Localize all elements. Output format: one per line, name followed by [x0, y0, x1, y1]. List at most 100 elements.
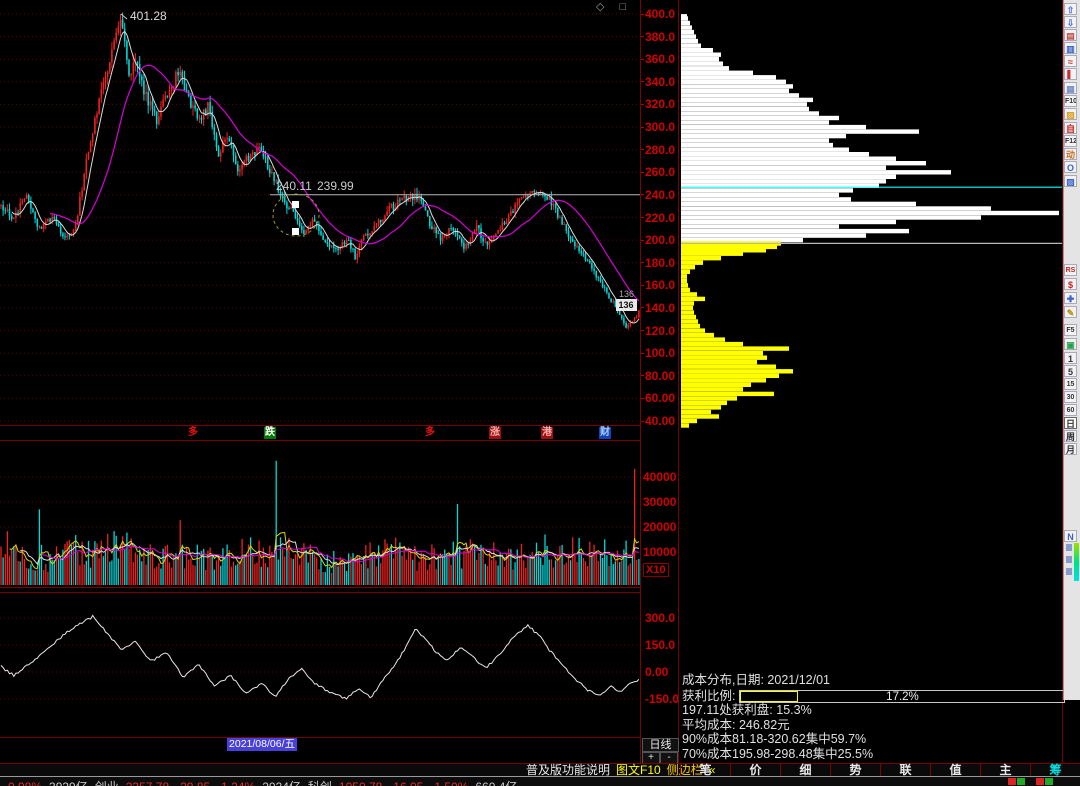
- info-mine-marker[interactable]: 港: [541, 427, 553, 439]
- dynamic-icon[interactable]: 动: [1064, 148, 1077, 160]
- bottom-tab[interactable]: 势: [830, 764, 880, 777]
- price-axis-label: 40.00: [645, 414, 676, 428]
- custom-stock-icon[interactable]: 自: [1064, 122, 1077, 134]
- svg-text:239.99: 239.99: [317, 179, 354, 193]
- ticker-segment: 2357.78: [126, 780, 169, 786]
- period-1min-button[interactable]: 1: [1064, 352, 1077, 364]
- price-axis-label: 340.0: [645, 74, 676, 89]
- f10-icon[interactable]: F10: [1064, 95, 1077, 107]
- info-mine-marker[interactable]: 多: [425, 427, 435, 438]
- move-tool-icon[interactable]: ✚: [1064, 292, 1077, 304]
- page-up-icon[interactable]: ⇧: [1064, 3, 1077, 15]
- price-axis-tick: [640, 81, 644, 83]
- price-axis-label: 360.0: [645, 52, 676, 67]
- f12-icon[interactable]: F12: [1064, 135, 1077, 147]
- price-axis-tick: [640, 262, 644, 264]
- price-axis-tick: [640, 284, 644, 286]
- kline-icon[interactable]: ▌: [1064, 68, 1077, 80]
- period-60min-button[interactable]: 60: [1064, 404, 1077, 416]
- bottom-tab[interactable]: 细: [780, 764, 830, 777]
- price-axis-label: 280.0: [645, 142, 676, 157]
- volume-axis-label: 20000: [643, 520, 677, 534]
- indicator-axis-label: 300.0: [645, 611, 676, 625]
- price-axis-tick: [640, 239, 644, 241]
- bottom-tab[interactable]: 值: [930, 764, 980, 777]
- money-icon[interactable]: $: [1064, 278, 1077, 290]
- mini-period-icon[interactable]: [1066, 556, 1072, 563]
- bottom-tab[interactable]: 价: [730, 764, 780, 777]
- info-mine-marker[interactable]: 涨: [489, 427, 501, 439]
- toolbar-link-2[interactable]: 侧边栏: [666, 763, 703, 777]
- quote-grid-icon[interactable]: ▦: [1064, 82, 1077, 94]
- ticker-segment: -0.98%: [4, 780, 42, 786]
- price-axis-tick: [640, 194, 644, 196]
- hatch-tool-icon[interactable]: ▨: [1064, 175, 1077, 187]
- price-axis-tick: [640, 375, 644, 377]
- cost-distribution-panel[interactable]: [681, 0, 1062, 763]
- price-axis-label: 260.0: [645, 165, 676, 180]
- pane-switch-icons[interactable]: ◇ □: [596, 1, 633, 13]
- mini-period-icon[interactable]: [1066, 568, 1072, 575]
- bottom-tab[interactable]: 联: [880, 764, 930, 777]
- profit-ratio-bar-segment: [740, 690, 799, 702]
- price-axis-label: 140.0: [645, 300, 676, 315]
- indicator-axis-label: 0.00: [645, 665, 669, 679]
- svg-text:240.11: 240.11: [276, 179, 312, 193]
- price-axis-label: 180.0: [645, 255, 676, 270]
- info-mine-marker[interactable]: 财: [599, 427, 611, 439]
- svg-text:401.28: 401.28: [130, 9, 167, 23]
- axis-right-border: [678, 0, 679, 763]
- circle-tool-icon[interactable]: O: [1064, 161, 1077, 173]
- toolbar-link-1[interactable]: 图文F10: [616, 763, 661, 777]
- bottom-toolbar-links: 普及版功能说明 图文F10 侧边栏 «: [526, 764, 715, 777]
- price-axis-label: 240.0: [645, 187, 676, 202]
- price-axis-tick: [640, 13, 644, 15]
- screenshot-icon[interactable]: ▣: [1064, 338, 1077, 350]
- cost-range-90: 90%成本81.18-320.62集中59.7%: [682, 732, 867, 746]
- volume-chart-pane[interactable]: [0, 441, 640, 588]
- selected-date-label: 2021/08/06/五: [227, 738, 297, 751]
- report-icon[interactable]: ▤: [1064, 29, 1077, 41]
- toolbar-link-3[interactable]: «: [708, 763, 716, 777]
- panel-right-border: [1062, 0, 1063, 763]
- info-mine-marker[interactable]: 跌: [264, 427, 276, 439]
- info-folder-icon[interactable]: ▨: [1064, 108, 1077, 120]
- event-marker-band: [0, 425, 640, 441]
- trend-line-icon[interactable]: ≈: [1064, 55, 1077, 67]
- cost-range-70: 70%成本195.98-298.48集中25.5%: [682, 746, 874, 761]
- axis-left-border: [640, 0, 641, 763]
- ticker-segment: 2024亿: [262, 780, 301, 786]
- period-30min-button[interactable]: 30: [1064, 391, 1077, 403]
- mini-period-icon[interactable]: [1066, 544, 1072, 551]
- bottom-tab-bar: 笔价细势联值主筹: [680, 764, 1080, 777]
- svg-text:136: 136: [619, 289, 634, 299]
- bottom-tab[interactable]: 笔: [680, 764, 730, 777]
- bottom-tab[interactable]: 主: [980, 764, 1030, 777]
- period-15min-button[interactable]: 15: [1064, 378, 1077, 390]
- toolbar-link-0[interactable]: 普及版功能说明: [526, 763, 611, 777]
- period-day-button[interactable]: 日: [1064, 417, 1077, 429]
- period-5min-button[interactable]: 5: [1064, 365, 1077, 377]
- info-mine-marker[interactable]: 多: [188, 427, 198, 438]
- price-axis-tick: [640, 397, 644, 399]
- ticker-segment: 3939亿: [49, 780, 88, 786]
- period-month-button[interactable]: 月: [1064, 443, 1077, 455]
- profit-ratio-bar: 17.2%: [739, 689, 1066, 703]
- price-axis-label: 120.0: [645, 323, 676, 338]
- date-axis: 81012134612134689111346: [0, 737, 640, 751]
- f5-icon[interactable]: F5: [1064, 324, 1077, 336]
- bottom-tab[interactable]: 筹: [1030, 764, 1080, 777]
- n-period-button[interactable]: N: [1064, 530, 1077, 542]
- right-toolbar-strip: ⇧ ⇩ ▤ ▥ ≈ ▌ ▦ F10 ▨ 自 F12 动 O ▨ RS $ ✚ ✎ F5 ▣ 1 5 15 30 60 日周月 N: [1063, 0, 1080, 700]
- price-axis-label: 400.0: [645, 7, 676, 21]
- rsi-icon[interactable]: RS: [1064, 264, 1077, 276]
- period-week-button[interactable]: 周: [1064, 430, 1077, 442]
- cost-distribution-info: 成本分布,日期: 2021/12/01 获利比例: 17.2% 197.11处获利…: [682, 673, 1066, 761]
- draw-pencil-icon[interactable]: ✎: [1064, 306, 1077, 318]
- page-down-icon[interactable]: ⇩: [1064, 16, 1077, 28]
- column-chart-icon[interactable]: ▥: [1064, 42, 1077, 54]
- period-label[interactable]: 日线: [642, 738, 679, 752]
- indicator-chart-pane[interactable]: [0, 592, 640, 738]
